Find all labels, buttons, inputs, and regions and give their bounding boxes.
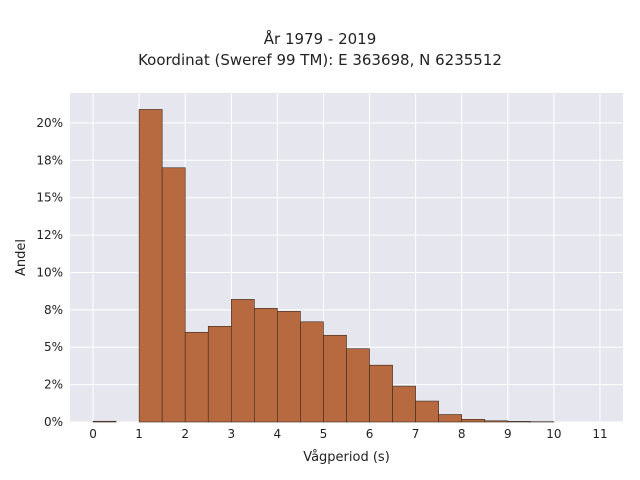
y-axis-ticks: 0% 2% 5% 8% 10% 12% 15% 18% 20% [36,116,63,429]
histogram-bar [369,364,393,423]
histogram-bar [346,348,370,423]
histogram-bar [230,299,255,423]
histogram-bar [184,331,209,423]
y-tick-label: 8% [44,303,63,317]
bars [92,109,555,423]
x-tick-label: 0 [89,427,97,441]
histogram-bar [92,420,117,423]
x-tick-label: 5 [320,427,328,441]
x-axis-ticks: 0 1 2 3 4 5 6 7 8 9 10 11 [89,427,607,441]
histogram-bar [484,420,509,423]
x-tick-label: 9 [504,427,512,441]
histogram-bar [277,311,301,423]
y-tick-label: 0% [44,415,63,429]
x-tick-label: 1 [135,427,143,441]
x-tick-label: 6 [366,427,374,441]
chart-title-line-2: Koordinat (Sweref 99 TM): E 363698, N 62… [138,51,502,69]
histogram-bar [415,400,439,423]
histogram-bar [300,321,324,423]
y-tick-label: 12% [36,228,63,242]
histogram-bar [207,325,232,423]
x-tick-label: 8 [458,427,466,441]
histogram-bar [323,334,347,423]
x-tick-label: 7 [412,427,420,441]
x-tick-label: 2 [181,427,189,441]
histogram-bar [254,308,278,423]
x-tick-label: 3 [227,427,235,441]
y-tick-label: 5% [44,340,63,354]
histogram-bar [161,167,186,423]
y-tick-label: 18% [36,153,63,167]
y-axis-label: Andel [14,239,29,276]
y-tick-label: 15% [36,191,63,205]
y-tick-label: 20% [36,116,63,130]
histogram-bar [507,421,532,423]
histogram-bar [392,385,416,423]
x-axis-label: Vågperiod (s) [303,450,390,465]
histogram-bar [461,419,486,423]
histogram-bar [438,414,463,423]
y-tick-label: 2% [44,378,63,392]
y-tick-label: 10% [36,265,63,279]
x-tick-label: 10 [546,427,561,441]
chart-title-line-1: År 1979 - 2019 [263,30,377,48]
x-tick-label: 11 [592,427,607,441]
x-tick-label: 4 [274,427,282,441]
histogram-bar [138,109,163,423]
